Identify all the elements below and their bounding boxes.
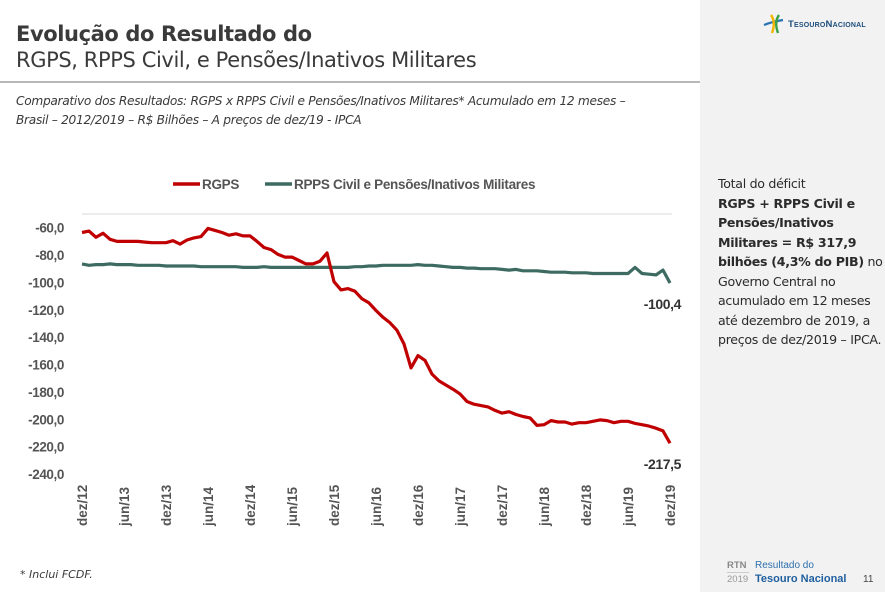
deficit-summary: Total do déficit RGPS + RPPS Civil e Pen… bbox=[718, 174, 883, 350]
x-tick-label: jun/13 bbox=[117, 486, 132, 527]
y-tick-label: -80,0 bbox=[35, 248, 64, 263]
legend-label-rgps: RGPS bbox=[202, 177, 239, 192]
y-tick-label: -180,0 bbox=[28, 385, 64, 400]
tesouro-nacional-logo: TesouroNacional bbox=[763, 14, 866, 34]
line-chart: RGPS RPPS Civil e Pensões/Inativos Milit… bbox=[28, 177, 682, 527]
page-number: 11 bbox=[863, 574, 874, 585]
end-value-label-rpps: -100,4 bbox=[644, 296, 682, 312]
x-axis: dez/12 jun/13 dez/13 jun/14 dez/14 jun/15 dez/… bbox=[75, 484, 678, 527]
x-tick-label: dez/12 bbox=[75, 485, 90, 526]
x-tick-label: jun/14 bbox=[201, 486, 216, 527]
page-title: Evolução do Resultado do bbox=[16, 22, 312, 46]
data-labels: -217,5 -100,4 bbox=[644, 296, 682, 472]
footer-divider bbox=[727, 572, 749, 573]
x-tick-label: jun/18 bbox=[537, 486, 552, 527]
chart-subtitle: Comparativo dos Resultados: RGPS x RPPS … bbox=[16, 94, 626, 127]
series-group bbox=[81, 226, 672, 444]
x-tick-label: dez/19 bbox=[663, 485, 678, 526]
footer-line-1: Resultado do bbox=[755, 560, 814, 571]
summary-detail: no Governo Central no acumulado em 12 me… bbox=[718, 254, 883, 347]
y-tick-label: -120,0 bbox=[28, 303, 64, 318]
y-tick-label: -100,0 bbox=[28, 275, 64, 290]
x-tick-label: dez/14 bbox=[243, 484, 258, 526]
y-tick-label: -200,0 bbox=[28, 412, 64, 427]
x-tick-label: jun/16 bbox=[369, 486, 384, 527]
tesouro-nacional-logo-icon bbox=[763, 14, 784, 34]
title-divider bbox=[0, 81, 700, 83]
y-tick-label: -220,0 bbox=[28, 440, 64, 455]
summary-intro: Total do déficit bbox=[718, 176, 806, 191]
footer-rtn: RTN bbox=[727, 560, 747, 571]
y-tick-label: -140,0 bbox=[28, 330, 64, 345]
series-line-rpps bbox=[81, 262, 672, 284]
page-title-line-2: RGPS, RPPS Civil, e Pensões/Inativos Mil… bbox=[16, 48, 477, 72]
footer-year: 2019 bbox=[727, 574, 749, 585]
series-line-rgps bbox=[81, 226, 672, 444]
legend-label-rpps: RPPS Civil e Pensões/Inativos Militares bbox=[294, 177, 535, 192]
x-tick-label: dez/16 bbox=[411, 484, 426, 526]
logo-text: TesouroNacional bbox=[788, 18, 866, 30]
y-axis: -60,0 -80,0 -100,0 -120,0 -140,0 -160,0 -180,0… bbox=[28, 221, 64, 482]
footnote: * Inclui FCDF. bbox=[20, 568, 93, 581]
chart-legend: RGPS RPPS Civil e Pensões/Inativos Milit… bbox=[173, 177, 535, 192]
x-tick-label: dez/15 bbox=[327, 484, 342, 526]
x-tick-label: dez/18 bbox=[579, 484, 594, 526]
summary-highlight: RGPS + RPPS Civil e Pensões/Inativos Mil… bbox=[718, 195, 864, 270]
sidebar-panel bbox=[700, 0, 885, 592]
y-tick-label: -240,0 bbox=[28, 467, 64, 482]
x-tick-label: jun/17 bbox=[453, 487, 468, 527]
y-tick-label: -160,0 bbox=[28, 358, 64, 373]
x-tick-label: dez/13 bbox=[159, 484, 174, 526]
footer-line-2: Tesouro Nacional bbox=[755, 573, 847, 585]
end-value-label-rgps: -217,5 bbox=[644, 456, 682, 472]
x-tick-label: jun/19 bbox=[621, 487, 636, 527]
x-tick-label: dez/17 bbox=[495, 485, 510, 526]
y-tick-label: -60,0 bbox=[35, 221, 64, 236]
x-tick-label: jun/15 bbox=[285, 486, 300, 527]
